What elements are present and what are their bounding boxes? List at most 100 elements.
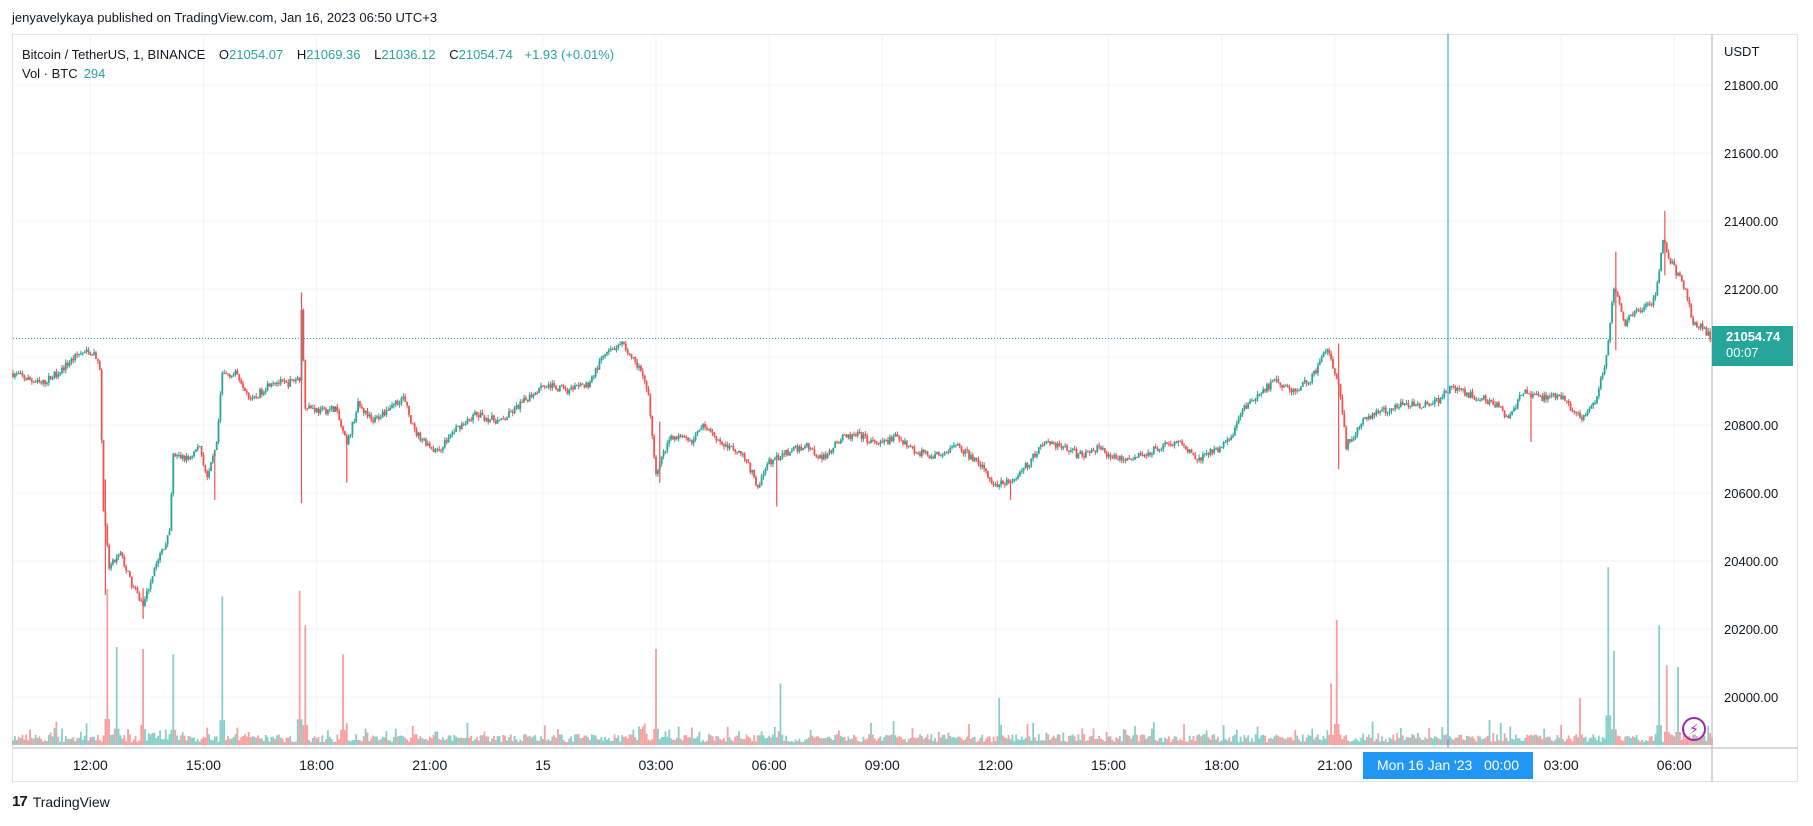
volume-bar [1422,739,1425,745]
chart-frame[interactable] [12,34,1798,782]
candle-body [745,459,748,462]
candle-body [724,444,727,447]
volume-bar [1132,735,1134,745]
candle-body [1597,388,1600,397]
candle-body [805,443,808,447]
candle-body [624,343,627,351]
candle-body [990,478,993,484]
candle-body [879,441,882,445]
candle-body [1350,439,1353,442]
volume-bar [783,740,786,745]
volume-bar [1254,734,1257,745]
candle-body [557,389,559,392]
volume-bar [536,740,539,745]
candle-body [155,563,158,568]
candle-body [1490,399,1493,401]
volume-bar [1432,738,1434,745]
volume-bar [447,735,450,745]
volume-bar [687,737,689,745]
volume-bar [262,741,265,745]
symbol-legend[interactable]: Bitcoin / TetherUS, 1, BINANCE O21054.07… [22,46,614,64]
candle-body [655,456,657,474]
candle-body [1000,480,1002,485]
volume-bar [670,738,673,745]
candle-body [996,483,999,488]
candle-body [649,395,652,416]
candle-body [1411,401,1414,407]
volume-bar [283,742,286,745]
volume-bar [1424,737,1427,745]
volume-bar [628,734,631,745]
candle-body [227,373,229,375]
candle-body [1092,449,1095,451]
candle-body [804,446,806,449]
volume-bar [1311,728,1314,745]
candle-body [1364,417,1366,419]
lightning-icon[interactable]: ⚡ [1682,717,1706,741]
volume-bar [1183,724,1185,745]
candle-body [1320,356,1323,362]
volume-bar [898,735,901,745]
candle-body [1250,400,1253,402]
candle-body [988,477,991,479]
volume-bar [162,739,165,745]
candle-body [242,383,244,388]
volume-bar [990,741,993,745]
tradingview-brand[interactable]: 17 TradingView [12,793,110,810]
candle-body [1102,448,1104,450]
candle-body [472,414,475,421]
candle-body [355,412,358,422]
volume-bar [521,741,524,745]
volume-label: Vol · BTC [22,66,78,81]
volume-bar [1158,738,1161,745]
candle-body [843,434,846,436]
volume-bar [208,734,211,745]
volume-legend[interactable]: Vol · BTC 294 [22,66,105,81]
volume-bar [257,735,260,745]
candle-body [1273,379,1276,382]
volume-bar [1003,737,1006,745]
volume-bar [276,735,278,745]
low-value: 21036.12 [381,47,436,62]
candle-body [600,357,603,361]
volume-bar [42,741,45,745]
candle-body [206,471,209,478]
volume-bar [1071,734,1074,745]
volume-bar [1418,737,1421,745]
candle-body [1699,323,1702,328]
volume-bar [313,736,316,745]
volume-bar [1469,737,1472,745]
candle-body [276,382,278,385]
candle-body [873,440,876,442]
candle-body [1258,394,1261,396]
volume-bar [1599,741,1602,745]
candle-body [1279,382,1282,385]
candle-body [317,408,320,414]
volume-bar [1235,729,1238,745]
candle-body [758,484,761,488]
volume-bar [777,731,780,745]
candle-body [1428,403,1431,406]
volume-bar [568,738,571,745]
candle-body [1301,382,1304,387]
volume-bar [675,737,678,745]
candle-body [162,549,165,551]
candle-body [1541,395,1544,402]
volume-bar [555,737,557,745]
volume-bar [1152,722,1155,745]
candle-body [1558,394,1561,396]
volume-bar [32,738,35,745]
volume-bar [1616,735,1619,745]
candle-body [287,382,290,387]
candle-body [954,444,957,446]
candle-body [692,439,695,444]
volume-bar [1098,735,1101,745]
volume-bar [408,741,410,745]
candle-body [127,570,129,572]
volume-bar [881,740,884,745]
volume-bar [566,742,569,745]
symbol-name[interactable]: Bitcoin / TetherUS, 1, BINANCE [22,47,206,62]
candle-body [1151,453,1153,456]
volume-bar [911,727,914,745]
